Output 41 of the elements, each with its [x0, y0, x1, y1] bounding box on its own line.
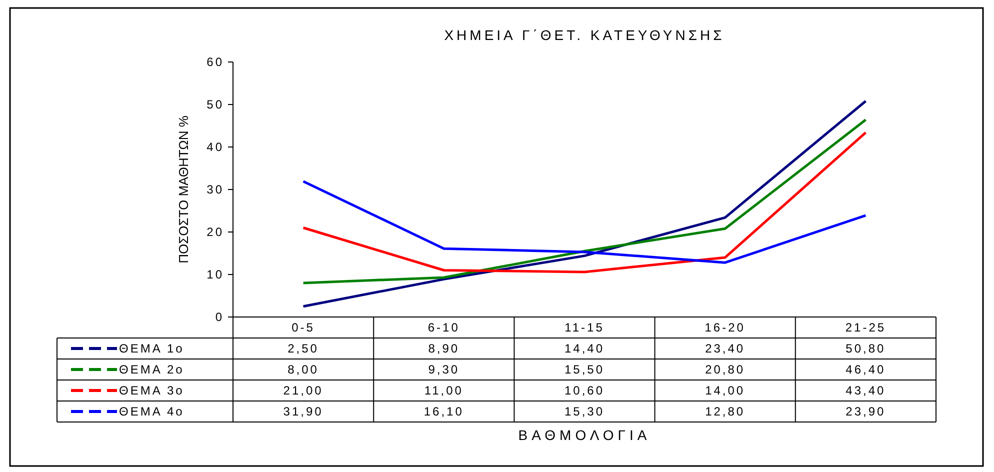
x-tick-label: 11-15 — [564, 320, 604, 335]
legend-label: ΘΕΜΑ 2ο — [119, 362, 184, 377]
data-label: 14,00 — [705, 384, 746, 398]
text: ΒΑΘΜΟΛΟΓΙΑ — [518, 427, 651, 443]
y-tick-label: 60 — [206, 55, 224, 70]
x-tick-label: 6-10 — [428, 320, 460, 335]
data-label: 15,30 — [564, 404, 605, 419]
data-label: 23,90 — [846, 404, 886, 419]
data-label: 15,50 — [564, 362, 605, 377]
x-tick-label: 0-5 — [292, 320, 315, 335]
data-label: 43,40 — [846, 384, 886, 398]
data-label: 50,80 — [846, 342, 886, 356]
data-label: 2,50 — [288, 342, 319, 356]
data-label: 23,40 — [705, 342, 746, 356]
y-tick-label: 10 — [206, 268, 224, 282]
data-label: 8,00 — [288, 362, 319, 377]
y-tick-label: 30 — [206, 182, 224, 197]
legend-label: ΘΕΜΑ 4ο — [119, 404, 184, 419]
x-tick-label: 16-20 — [704, 320, 746, 335]
line-series — [302, 180, 867, 264]
legend-label: ΘΕΜΑ 1ο — [119, 342, 184, 356]
y-tick-label: 40 — [206, 140, 224, 154]
x-tick-label: 21-25 — [845, 320, 886, 335]
data-label: 11,00 — [424, 384, 464, 398]
legend-label: ΘΕΜΑ 3ο — [119, 384, 184, 398]
y-tick-label: 50 — [206, 98, 224, 112]
data-label: 9,30 — [428, 362, 460, 377]
data-label: 14,40 — [564, 342, 605, 356]
data-label: 12,80 — [705, 404, 746, 419]
y-axis-title: ΠΟΣΟΣΤΟ ΜΑΘΗΤΩΝ % — [176, 115, 191, 264]
data-label: 31,90 — [283, 404, 324, 419]
y-tick-label: 20 — [206, 225, 224, 240]
line-series — [302, 100, 867, 308]
data-label: 8,90 — [428, 342, 460, 356]
data-label: 20,80 — [705, 362, 746, 377]
data-label: 21,00 — [283, 384, 324, 398]
y-tick-label: 0 — [215, 310, 224, 324]
chart-title: ΧΗΜΕΙΑ Γ΄ΘΕΤ. ΚΑΤΕΥΘΥΝΣΗΣ — [444, 27, 725, 43]
data-label: 16,10 — [424, 404, 464, 419]
data-label: 10,60 — [564, 384, 605, 398]
data-label: 46,40 — [846, 362, 886, 377]
